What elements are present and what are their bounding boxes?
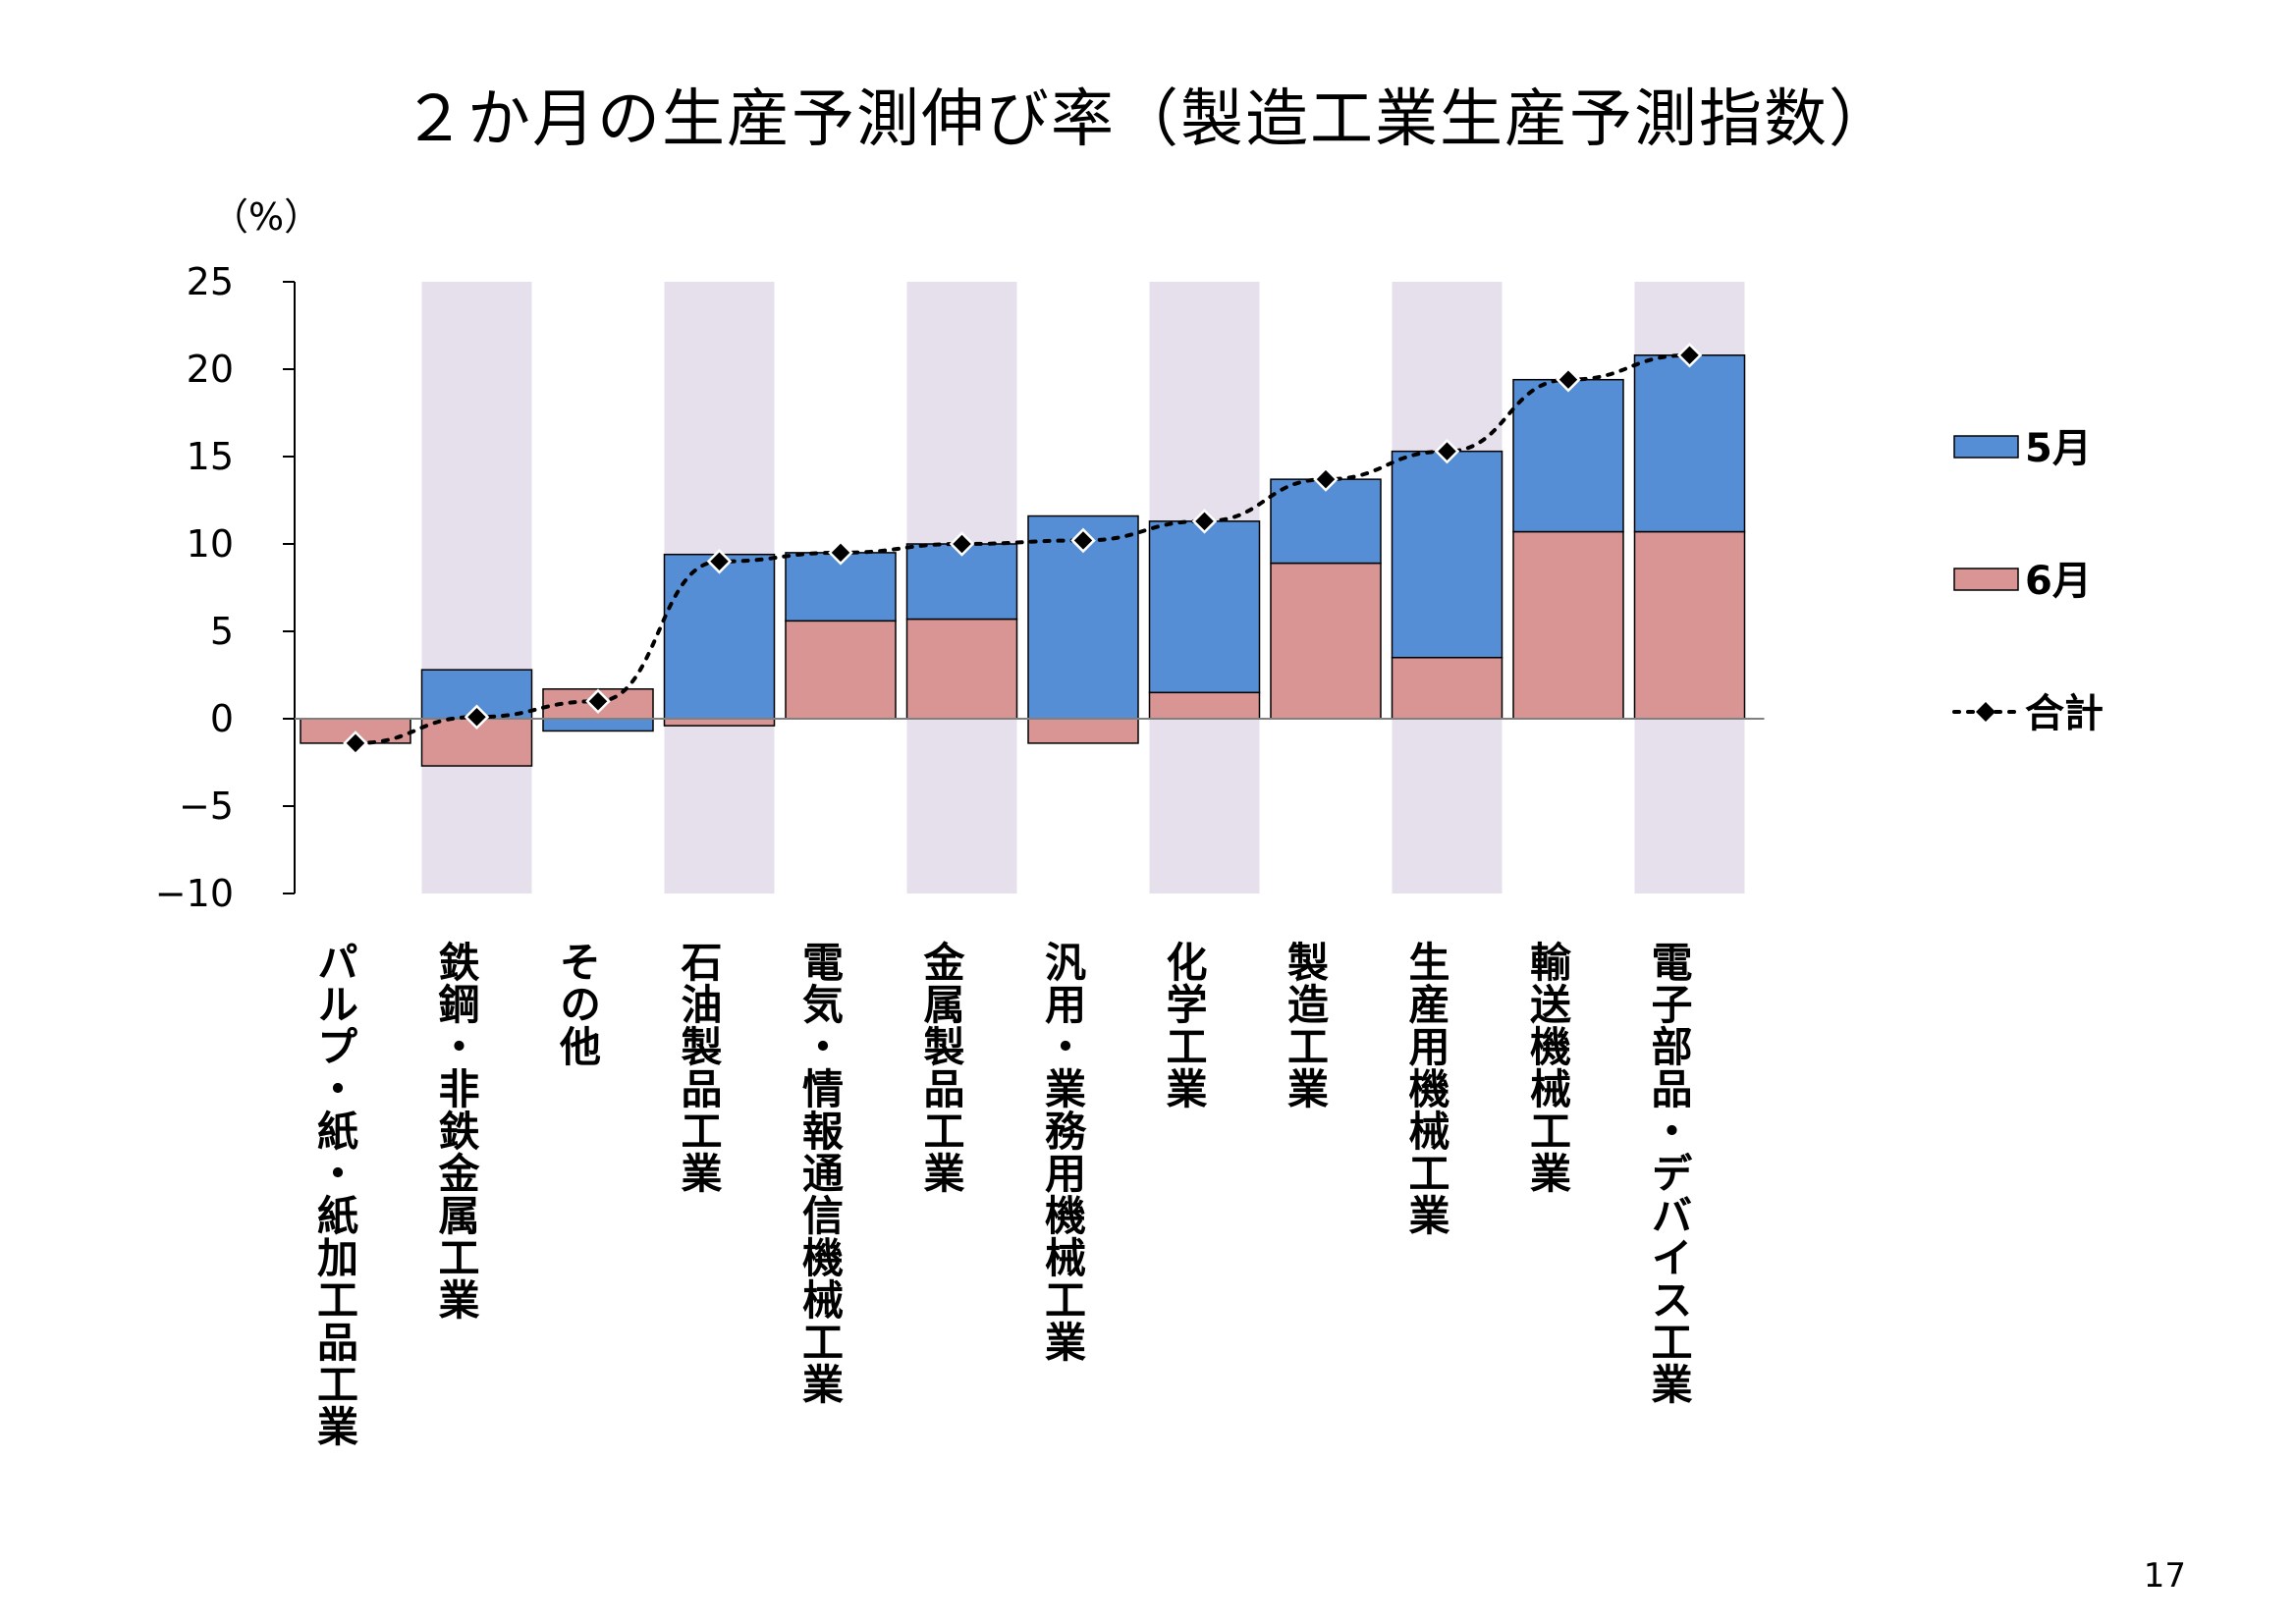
category-label-5: 金属製品工業 bbox=[917, 941, 965, 1194]
category-label-10: 輸送機械工業 bbox=[1524, 941, 1572, 1194]
y-tick-label-7: −10 bbox=[155, 872, 234, 915]
bar-0-1 bbox=[420, 718, 533, 767]
legend-swatch-may bbox=[1953, 435, 2019, 459]
bar-1-9 bbox=[1391, 450, 1503, 659]
total-point-2 bbox=[585, 688, 611, 714]
bar-1-3 bbox=[663, 553, 776, 720]
bar-0-4 bbox=[785, 620, 897, 720]
bar-0-11 bbox=[1633, 530, 1746, 720]
category-label-2: その他 bbox=[554, 941, 602, 1067]
legend-marker-total bbox=[1976, 702, 1995, 722]
legend-swatch-june bbox=[1953, 568, 2019, 591]
bar-0-9 bbox=[1391, 656, 1503, 720]
bar-1-7 bbox=[1148, 520, 1261, 694]
bar-0-3 bbox=[663, 718, 776, 727]
category-label-6: 汎用・業務用機械工業 bbox=[1039, 941, 1087, 1363]
legend-label-total: 合計 bbox=[2025, 691, 2104, 736]
bar-0-10 bbox=[1512, 530, 1624, 720]
y-tick-label-3: 10 bbox=[187, 522, 234, 566]
total-point-6 bbox=[1070, 527, 1096, 554]
bar-1-2 bbox=[542, 718, 654, 732]
legend-label-june: 6月 bbox=[2025, 559, 2092, 604]
category-label-8: 製造工業 bbox=[1282, 941, 1330, 1110]
y-tick-label-0: 25 bbox=[187, 260, 234, 303]
legend-label-may: 5月 bbox=[2025, 426, 2092, 471]
total-point-4 bbox=[828, 540, 853, 566]
category-label-0: パルプ・紙・紙加工品工業 bbox=[311, 941, 359, 1447]
category-label-9: 生産用機械工業 bbox=[1402, 941, 1450, 1236]
total-point-5 bbox=[949, 531, 975, 557]
bar-0-5 bbox=[905, 618, 1018, 720]
chart-title: ２か月の生産予測伸び率（製造工業生産予測指数） bbox=[403, 83, 1893, 156]
bar-1-11 bbox=[1633, 354, 1746, 533]
category-label-4: 電気・情報通信機械工業 bbox=[796, 941, 845, 1405]
page-number: 17 bbox=[2143, 1556, 2186, 1596]
bar-1-8 bbox=[1270, 478, 1382, 565]
total-point-1 bbox=[464, 704, 490, 730]
bar-0-6 bbox=[1027, 718, 1139, 744]
bar-0-7 bbox=[1148, 691, 1261, 720]
y-tick-label-2: 15 bbox=[187, 435, 234, 478]
total-point-3 bbox=[706, 549, 733, 574]
bar-0-8 bbox=[1270, 562, 1382, 720]
bar-1-10 bbox=[1512, 378, 1624, 533]
category-label-11: 電子部品・デバイス工業 bbox=[1645, 941, 1693, 1405]
shaded-band-1 bbox=[421, 282, 532, 893]
total-point-10 bbox=[1556, 366, 1581, 393]
y-tick-label-4: 5 bbox=[210, 610, 234, 653]
y-axis-unit-label: （%） bbox=[211, 195, 322, 239]
total-point-7 bbox=[1191, 509, 1218, 534]
total-point-9 bbox=[1434, 438, 1460, 464]
total-point-8 bbox=[1313, 466, 1339, 492]
total-point-11 bbox=[1676, 342, 1703, 368]
total-line bbox=[354, 352, 1692, 745]
y-tick-label-1: 20 bbox=[187, 348, 234, 391]
category-label-3: 石油製品工業 bbox=[675, 941, 723, 1194]
category-label-7: 化学工業 bbox=[1160, 941, 1208, 1110]
y-tick-label-5: 0 bbox=[210, 697, 234, 740]
total-point-0 bbox=[343, 731, 368, 756]
category-label-1: 鉄鋼・非鉄金属工業 bbox=[432, 941, 480, 1321]
y-tick-label-6: −5 bbox=[179, 785, 234, 828]
